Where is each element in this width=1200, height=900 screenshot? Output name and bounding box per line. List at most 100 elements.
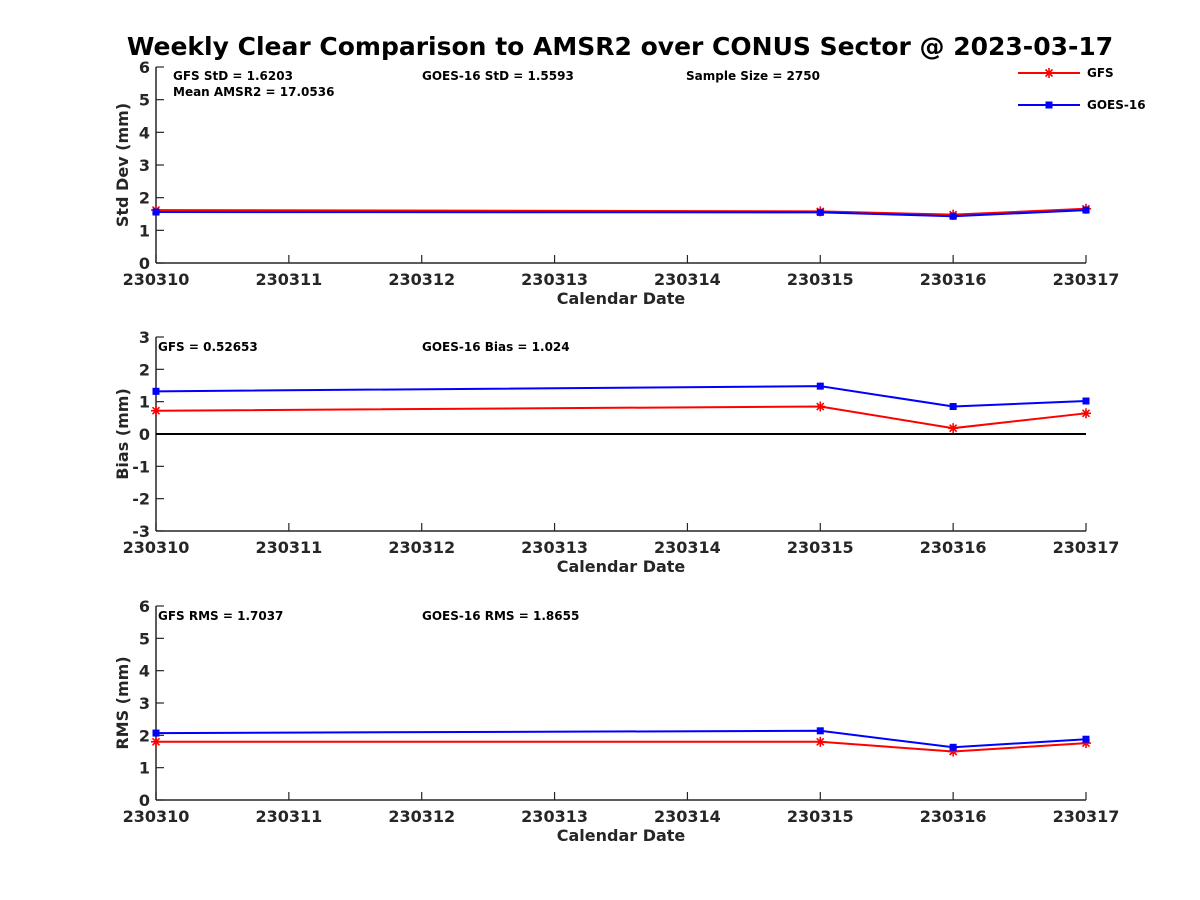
x-tick-label: 230316 bbox=[920, 270, 987, 289]
x-axis-label: Calendar Date bbox=[557, 826, 686, 845]
series-goes-16 bbox=[152, 727, 1090, 751]
legend-label: GFS bbox=[1087, 66, 1114, 80]
x-tick-label: 230311 bbox=[255, 807, 322, 826]
x-tick-label: 230312 bbox=[388, 538, 455, 557]
x-tick-label: 230311 bbox=[255, 270, 322, 289]
data-point bbox=[816, 208, 824, 216]
x-axis-label: Calendar Date bbox=[557, 289, 686, 308]
data-point bbox=[816, 382, 824, 390]
x-tick-label: 230312 bbox=[388, 807, 455, 826]
series-goes-16 bbox=[152, 206, 1090, 220]
y-tick-label: 5 bbox=[139, 91, 150, 110]
y-tick-label: -1 bbox=[132, 457, 150, 476]
data-point bbox=[1081, 408, 1091, 419]
x-tick-label: 230315 bbox=[787, 270, 854, 289]
x-tick-label: 230315 bbox=[787, 807, 854, 826]
y-tick-label: 2 bbox=[139, 726, 150, 745]
stat-annotation: Sample Size = 2750 bbox=[686, 69, 820, 83]
stat-annotation: Mean AMSR2 = 17.0536 bbox=[173, 85, 334, 99]
data-point bbox=[949, 403, 957, 411]
legend-marker bbox=[1045, 101, 1053, 109]
data-point bbox=[948, 423, 959, 434]
data-point bbox=[815, 736, 826, 747]
data-point bbox=[949, 743, 957, 751]
y-tick-label: 5 bbox=[139, 629, 150, 648]
y-tick-label: 2 bbox=[139, 360, 150, 379]
y-tick-label: 0 bbox=[139, 425, 150, 444]
data-point bbox=[949, 212, 957, 220]
x-tick-label: 230314 bbox=[654, 538, 721, 557]
x-tick-label: 230310 bbox=[123, 270, 190, 289]
y-tick-label: 0 bbox=[139, 254, 150, 273]
x-tick-label: 230311 bbox=[255, 538, 322, 557]
x-tick-label: 230314 bbox=[654, 270, 721, 289]
data-point bbox=[1082, 735, 1090, 743]
x-tick-label: 230316 bbox=[920, 807, 987, 826]
data-point bbox=[151, 405, 161, 416]
y-tick-label: 3 bbox=[139, 328, 150, 347]
y-tick-label: 1 bbox=[139, 393, 150, 412]
x-axis-label: Calendar Date bbox=[557, 557, 686, 576]
y-tick-label: 0 bbox=[139, 791, 150, 810]
stat-annotation: GFS RMS = 1.7037 bbox=[158, 609, 283, 623]
x-tick-label: 230313 bbox=[521, 270, 588, 289]
panel-2: -3 -2 -1 0 1 2 3 230310 230311 230312 230313 230314… bbox=[113, 328, 1119, 576]
data-point bbox=[816, 727, 824, 735]
data-point bbox=[152, 387, 160, 395]
data-point bbox=[152, 729, 160, 737]
x-tick-label: 230314 bbox=[654, 807, 721, 826]
x-tick-label: 230310 bbox=[123, 807, 190, 826]
x-tick-label: 230313 bbox=[521, 807, 588, 826]
x-tick-label: 230317 bbox=[1053, 807, 1120, 826]
y-tick-label: 2 bbox=[139, 189, 150, 208]
y-tick-label: 3 bbox=[139, 156, 150, 175]
legend-item-goes-16: GOES-16 bbox=[1018, 98, 1146, 112]
y-tick-label: -3 bbox=[132, 522, 150, 541]
legend-marker bbox=[1044, 68, 1054, 78]
stat-annotation: GOES-16 StD = 1.5593 bbox=[422, 69, 574, 83]
series-gfs bbox=[151, 401, 1091, 434]
legend: GFS GOES-16 bbox=[1018, 66, 1146, 112]
x-tick-label: 230315 bbox=[787, 538, 854, 557]
y-tick-label: 6 bbox=[139, 58, 150, 77]
y-tick-label: 6 bbox=[139, 597, 150, 616]
stat-annotation: GOES-16 Bias = 1.024 bbox=[422, 340, 570, 354]
legend-item-gfs: GFS bbox=[1018, 66, 1114, 80]
y-tick-label: 4 bbox=[139, 123, 150, 142]
y-tick-label: 3 bbox=[139, 694, 150, 713]
data-point bbox=[152, 208, 160, 216]
panel-1: 0 1 2 3 4 5 6 230310 230311 230312 230313 230314 230… bbox=[113, 58, 1119, 308]
y-axis-label: RMS (mm) bbox=[113, 656, 132, 749]
y-tick-label: 1 bbox=[139, 759, 150, 778]
data-point bbox=[1082, 397, 1090, 405]
stat-annotation: GOES-16 RMS = 1.8655 bbox=[422, 609, 579, 623]
series-goes-16 bbox=[152, 382, 1090, 411]
series-line bbox=[155, 209, 1087, 218]
legend-label: GOES-16 bbox=[1087, 98, 1146, 112]
x-tick-label: 230317 bbox=[1053, 538, 1120, 557]
stat-annotation: GFS = 0.52653 bbox=[158, 340, 258, 354]
series-line bbox=[155, 405, 1087, 430]
series-line bbox=[155, 729, 1087, 749]
y-axis-label: Bias (mm) bbox=[113, 388, 132, 480]
data-point bbox=[1082, 206, 1090, 214]
x-tick-label: 230310 bbox=[123, 538, 190, 557]
x-tick-label: 230313 bbox=[521, 538, 588, 557]
y-tick-label: -2 bbox=[132, 490, 150, 509]
stat-annotation: GFS StD = 1.6203 bbox=[173, 69, 293, 83]
y-axis-label: Std Dev (mm) bbox=[113, 103, 132, 227]
panel-3: 0 1 2 3 4 5 6 230310 230311 230312 230313 230314 230… bbox=[113, 597, 1119, 845]
x-tick-label: 230316 bbox=[920, 538, 987, 557]
series-line bbox=[155, 385, 1087, 408]
y-tick-label: 4 bbox=[139, 662, 150, 681]
x-tick-label: 230317 bbox=[1053, 270, 1120, 289]
y-tick-label: 1 bbox=[139, 221, 150, 240]
series-line bbox=[155, 207, 1087, 216]
chart-title: Weekly Clear Comparison to AMSR2 over CO… bbox=[127, 32, 1113, 61]
data-point bbox=[815, 401, 826, 412]
data-point bbox=[151, 736, 161, 747]
series-line bbox=[156, 740, 1087, 753]
x-tick-label: 230312 bbox=[388, 270, 455, 289]
